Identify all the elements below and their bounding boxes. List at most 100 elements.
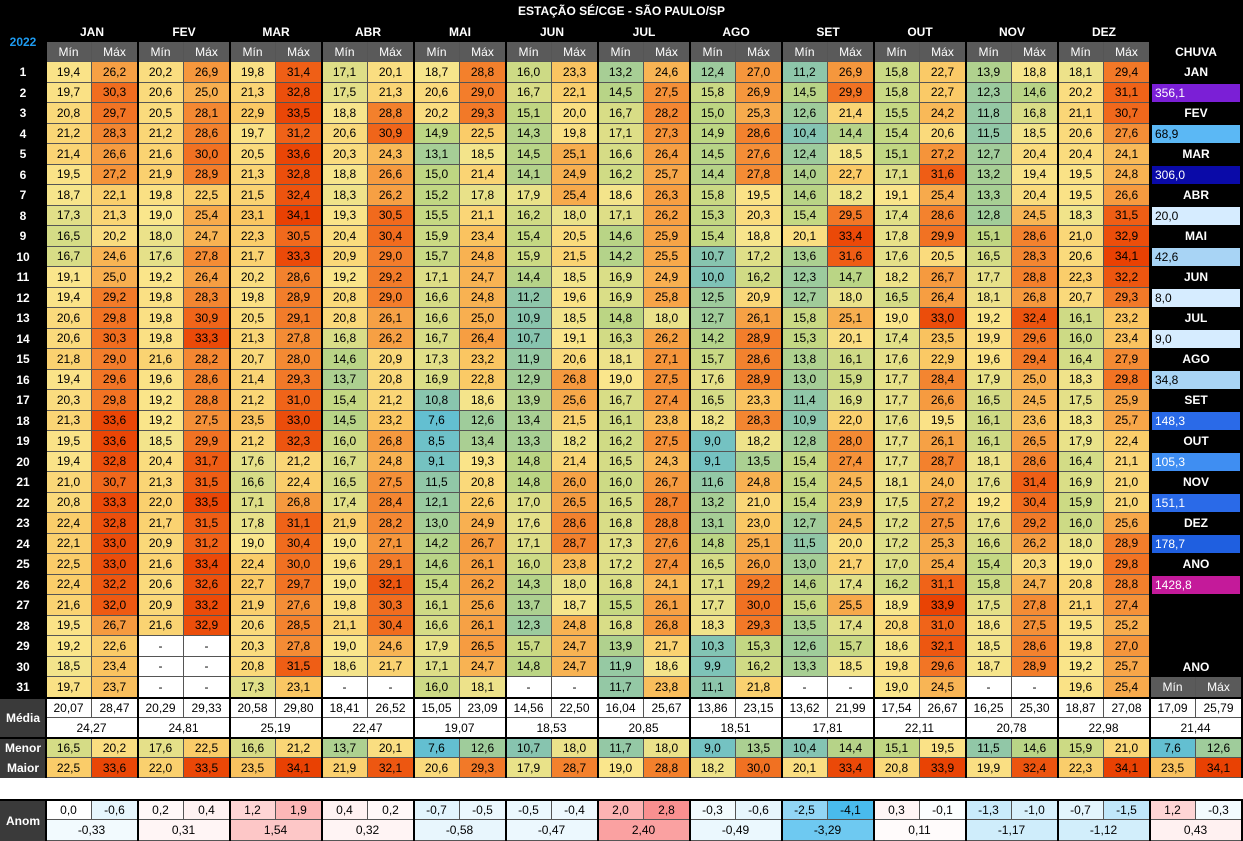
month-separator — [137, 21, 139, 778]
max-temp-cell: 19,6 — [552, 287, 598, 308]
min-temp-cell: 15,1 — [874, 144, 920, 165]
max-temp-cell: 18,8 — [736, 226, 782, 247]
min-temp-cell: 20,6 — [1058, 246, 1104, 267]
max-temp-cell: 28,0 — [276, 349, 322, 370]
month-separator — [229, 800, 231, 841]
max-temp-cell: 31,6 — [828, 246, 874, 267]
month-separator — [321, 21, 323, 778]
min-temp-cell: 22,3 — [230, 226, 276, 247]
min-temp-cell: 20,3 — [230, 636, 276, 657]
month-header: DEZ — [1058, 21, 1150, 42]
chuva-value: 148,3 — [1152, 411, 1240, 430]
min-temp-cell: 16,1 — [1058, 308, 1104, 329]
max-temp-cell: 33,3 — [92, 492, 138, 513]
min-header: Mín — [966, 42, 1012, 62]
max-temp-cell: 22,1 — [92, 185, 138, 206]
anom-pair-cell: -0,7 — [414, 800, 460, 820]
max-temp-cell: 22,1 — [552, 82, 598, 103]
max-temp-cell: 31,5 — [184, 472, 230, 493]
max-temp-cell: 23,8 — [644, 677, 690, 698]
min-temp-cell: 16,2 — [598, 164, 644, 185]
min-header: Mín — [138, 42, 184, 62]
month-separator — [1057, 21, 1059, 778]
min-temp-cell: 19,6 — [1058, 677, 1104, 698]
max-temp-cell: 24,7 — [1012, 574, 1058, 595]
min-temp-cell: 16,9 — [598, 287, 644, 308]
min-temp-cell: 13,4 — [506, 410, 552, 431]
month-header: JUL — [598, 21, 690, 42]
max-temp-cell: 24,5 — [1012, 390, 1058, 411]
max-temp-cell: 26,7 — [92, 615, 138, 636]
max-temp-cell: 31,1 — [1104, 82, 1150, 103]
min-temp-cell: 16,0 — [1058, 328, 1104, 349]
max-temp-cell: 26,5 — [460, 636, 506, 657]
max-temp-cell: 30,5 — [276, 226, 322, 247]
min-temp-cell: 14,2 — [414, 533, 460, 554]
anom-pair-cell: -0,7 — [1058, 800, 1104, 820]
chuva-label: OUT — [1150, 431, 1242, 452]
maior-cell: 20,6 — [414, 758, 460, 778]
min-temp-cell: 20,2 — [414, 103, 460, 124]
min-temp-cell: 20,8 — [46, 492, 92, 513]
anom-month-cell: 0,32 — [322, 820, 414, 841]
min-temp-cell: - — [506, 677, 552, 698]
max-temp-cell: 15,9 — [828, 369, 874, 390]
max-temp-cell: 28,4 — [368, 492, 414, 513]
max-temp-cell: 27,6 — [276, 595, 322, 616]
max-header: Máx — [92, 42, 138, 62]
min-temp-cell: 12,3 — [506, 615, 552, 636]
min-temp-cell: 16,9 — [414, 369, 460, 390]
media-month-cell: 22,47 — [322, 718, 414, 738]
media-pair-cell: 27,08 — [1104, 698, 1150, 718]
max-temp-cell: 16,2 — [736, 656, 782, 677]
max-temp-cell: 18,5 — [552, 308, 598, 329]
max-temp-cell: 27,8 — [276, 328, 322, 349]
min-temp-cell: 19,2 — [966, 492, 1012, 513]
max-temp-cell: 26,9 — [184, 62, 230, 83]
max-temp-cell: 22,6 — [460, 492, 506, 513]
media-pair-cell: 18,41 — [322, 698, 368, 718]
maior-cell: 22,5 — [46, 758, 92, 778]
max-temp-cell: 16,8 — [1012, 103, 1058, 124]
media-pair-cell: 17,09 — [1150, 698, 1196, 718]
min-temp-cell: 14,2 — [690, 328, 736, 349]
maior-cell: 17,9 — [506, 758, 552, 778]
min-temp-cell: 21,6 — [138, 554, 184, 575]
maior-cell: 20,8 — [874, 758, 920, 778]
min-temp-cell: 12,7 — [966, 144, 1012, 165]
min-temp-cell: 15,9 — [506, 246, 552, 267]
max-temp-cell: 26,7 — [644, 472, 690, 493]
max-temp-cell: 23,5 — [920, 328, 966, 349]
max-temp-cell: 23,4 — [460, 226, 506, 247]
month-header: MAR — [230, 21, 322, 42]
min-temp-cell: 19,0 — [230, 533, 276, 554]
month-separator — [1241, 21, 1243, 778]
min-temp-cell: 18,7 — [414, 62, 460, 83]
max-temp-cell: 33,5 — [276, 103, 322, 124]
min-temp-cell: 19,6 — [966, 349, 1012, 370]
chuva-bg — [1150, 595, 1242, 616]
max-temp-cell: 29,3 — [1104, 287, 1150, 308]
min-temp-cell: 12,7 — [782, 513, 828, 534]
chuva-value: 42,6 — [1152, 247, 1240, 266]
section-separator — [0, 697, 1243, 699]
max-temp-cell: 29,0 — [460, 82, 506, 103]
max-temp-cell: 25,3 — [920, 533, 966, 554]
min-temp-cell: 19,1 — [46, 267, 92, 288]
max-temp-cell: 24,9 — [460, 513, 506, 534]
min-temp-cell: 14,1 — [506, 164, 552, 185]
max-temp-cell: 25,6 — [1104, 513, 1150, 534]
min-temp-cell: 20,9 — [138, 595, 184, 616]
max-header: Máx — [736, 42, 782, 62]
min-temp-cell: 20,9 — [322, 246, 368, 267]
max-temp-cell: 18,5 — [460, 144, 506, 165]
min-temp-cell: 16,7 — [46, 246, 92, 267]
max-temp-cell: 20,3 — [736, 205, 782, 226]
anom-month-cell: 1,54 — [230, 820, 322, 841]
min-temp-cell: 17,1 — [598, 205, 644, 226]
min-temp-cell: 19,0 — [874, 308, 920, 329]
min-temp-cell: 14,5 — [322, 410, 368, 431]
day-label: 10 — [0, 246, 46, 267]
max-temp-cell: 17,8 — [460, 185, 506, 206]
min-temp-cell: 21,6 — [138, 144, 184, 165]
